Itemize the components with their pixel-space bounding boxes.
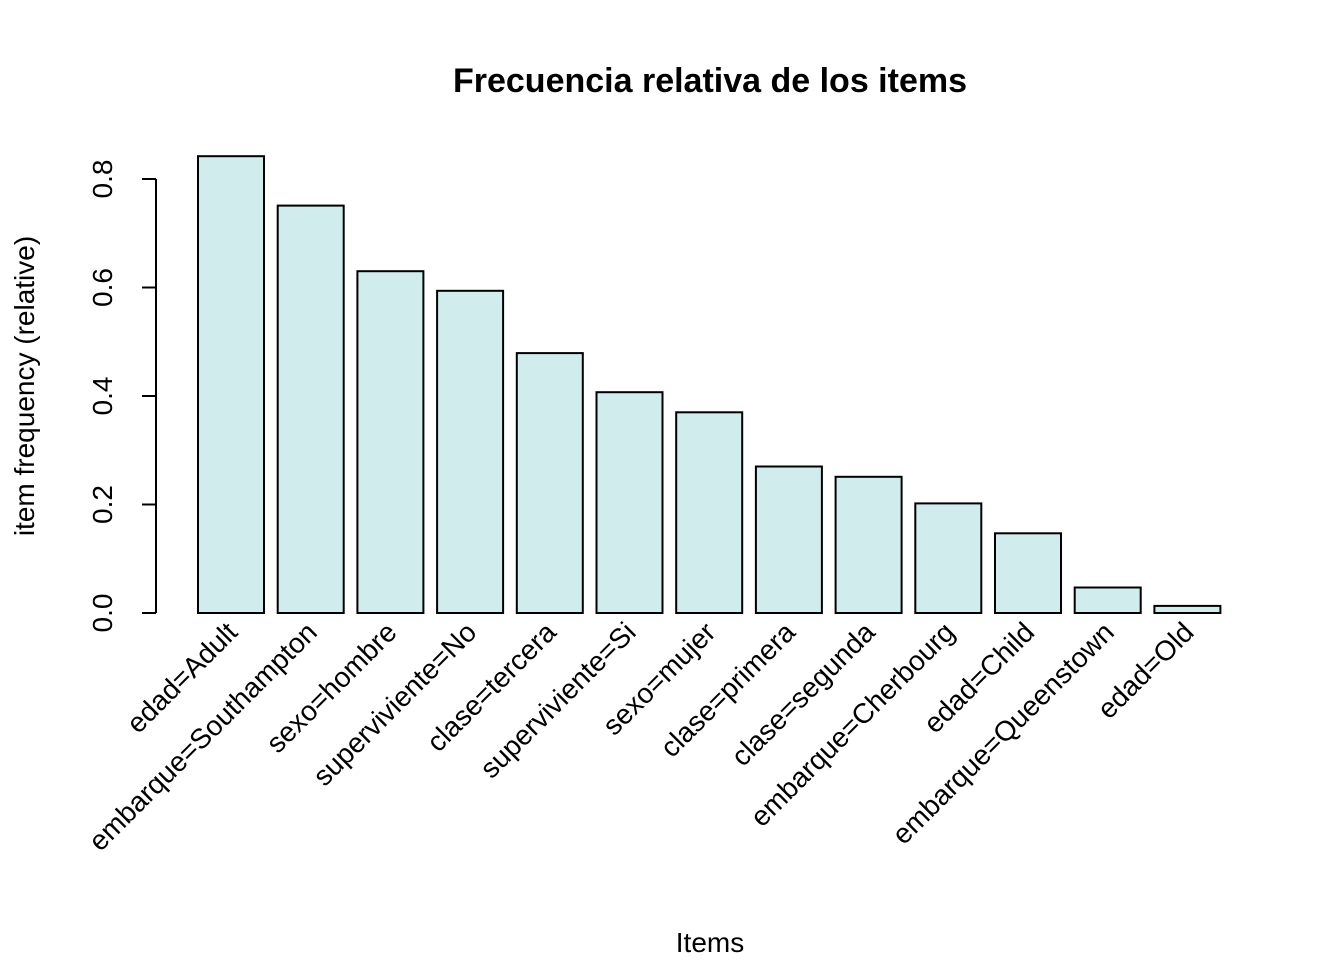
bar-13 — [1153, 604, 1222, 615]
y-tick-label: 0.4 — [87, 377, 118, 416]
bar-7 — [675, 411, 744, 614]
y-axis-label: item frequency (relative) — [9, 236, 40, 536]
x-tick-label: clase=segunda — [725, 616, 881, 772]
bar-2 — [276, 204, 345, 614]
x-axis-label: Items — [676, 927, 744, 958]
bar-1 — [197, 155, 265, 614]
bar-6 — [595, 391, 664, 615]
y-tick-label: 0.0 — [87, 594, 118, 633]
y-tick-label: 0.8 — [87, 160, 118, 199]
bar-11 — [994, 532, 1062, 614]
bar-12 — [1073, 586, 1142, 614]
bar-5 — [515, 352, 584, 614]
bar-9 — [834, 475, 903, 614]
y-tick-label: 0.2 — [87, 485, 118, 524]
y-tick-label: 0.6 — [87, 268, 118, 307]
x-tick-labels: edad=Adultembarque=Southamptonsexo=hombr… — [83, 616, 1200, 857]
bar-3 — [356, 270, 425, 614]
bar-4 — [436, 289, 505, 614]
chart-title: Frecuencia relativa de los items — [453, 62, 967, 100]
bar-8 — [754, 465, 823, 614]
bars-group — [197, 155, 1222, 615]
bar-10 — [914, 502, 983, 614]
y-axis: 0.0 0.2 0.4 0.6 0.8 — [87, 160, 157, 633]
